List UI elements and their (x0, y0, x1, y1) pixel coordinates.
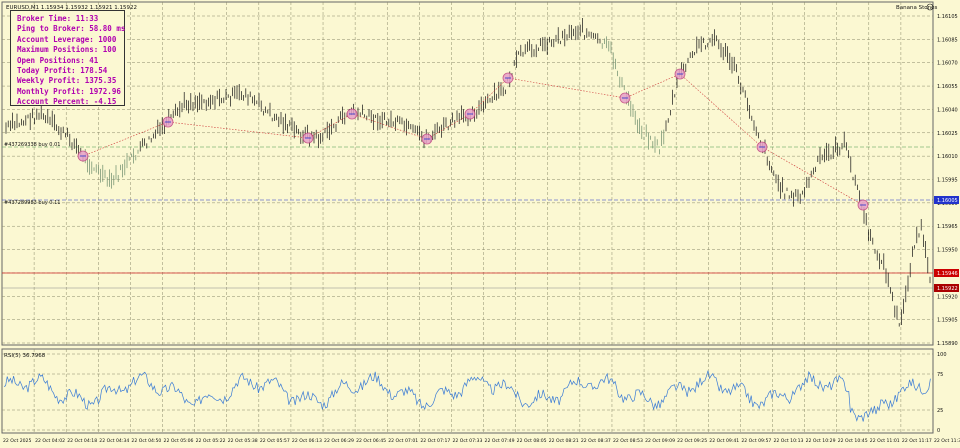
price-badge-current-label: 1.15922 (937, 286, 958, 292)
rsi-tick-label: 25 (937, 408, 943, 414)
rsi-line (3, 370, 931, 422)
info-weekly-profit: Weekly Profit: 1375.35 (17, 76, 117, 86)
time-tick-label: 22 Oct 09:25 (677, 438, 707, 444)
price-tick-label: 1.16105 (937, 14, 958, 20)
brand-label: Banana Stones (896, 5, 937, 11)
time-tick-label: 22 Oct 2025 (3, 438, 31, 444)
price-tick-label: 1.16055 (937, 84, 958, 90)
time-tick-label: 22 Oct 04:50 (131, 438, 161, 444)
time-tick-label: 22 Oct 06:45 (356, 438, 386, 444)
symbol-label: EURUSD,M1 1.15934 1.15932 1.15921 1.1592… (6, 5, 137, 11)
time-tick-label: 22 Oct 08:53 (613, 438, 643, 444)
time-tick-label: 22 Oct 04:34 (99, 438, 129, 444)
rsi-axis: 100 75 25 0 (937, 352, 947, 434)
time-tick-label: 22 Oct 05:57 (260, 438, 290, 444)
order-label-2[interactable]: #437289983 buy 0.11 (4, 200, 60, 206)
time-tick-label: 22 Oct 05:06 (164, 438, 194, 444)
rsi-tick-label: 100 (937, 352, 947, 358)
time-tick-label: 22 Oct 05:22 (196, 438, 226, 444)
time-tick-label: 22 Oct 06:29 (324, 438, 354, 444)
price-tick-label: 1.16085 (937, 37, 958, 43)
price-tick-label: 1.16025 (937, 131, 958, 137)
rsi-tick-label: 75 (937, 372, 943, 378)
time-tick-label: 22 Oct 07:01 (388, 438, 418, 444)
info-monthly-profit: Monthly Profit: 1972.96 (17, 86, 121, 96)
time-tick-label: 22 Oct 06:13 (292, 438, 322, 444)
rsi-label: RSI(5) 36.7968 (4, 353, 46, 359)
time-tick-label: 22 Oct 04:02 (35, 438, 65, 444)
time-tick-label: 22 Oct 08:21 (549, 438, 579, 444)
info-account-percent: Account Percent: -4.15 (17, 97, 117, 107)
price-axis: 1.16105 1.16085 1.16070 1.16055 1.16040 1.160… (937, 14, 958, 347)
price-tick-label: 1.15920 (937, 294, 958, 300)
price-tick-label: 1.15995 (937, 178, 958, 184)
time-tick-label: 22 Oct 07:33 (452, 438, 482, 444)
info-open-positions: Open Positions: 41 (17, 55, 99, 65)
time-tick-label: 22 Oct 11:01 (870, 438, 900, 444)
rsi-series (3, 370, 931, 422)
info-today-profit: Today Profit: 178.54 (17, 66, 108, 76)
time-tick-label: 22 Oct 05:38 (228, 438, 258, 444)
info-ping: Ping to Broker: 58.80 ms (17, 24, 126, 34)
price-badge-current (934, 284, 959, 292)
time-tick-label: 22 Oct 11:17 (902, 438, 932, 444)
account-info-panel: Broker Time: 11:33 Ping to Broker: 58.80… (10, 10, 125, 106)
price-tick-label: 1.16040 (937, 107, 958, 113)
order-label-1[interactable]: #437269338 buy 0.01 (4, 142, 60, 148)
time-tick-label: 22 Oct 10:29 (806, 438, 836, 444)
time-tick-label: 22 Oct 08:05 (517, 438, 547, 444)
price-tick-label: 1.15965 (937, 224, 958, 230)
rsi-panel-frame (1, 348, 934, 434)
time-tick-label: 22 Oct 10:45 (838, 438, 868, 444)
time-tick-label: 22 Oct 09:57 (741, 438, 771, 444)
time-tick-label: 22 Oct 08:37 (581, 438, 611, 444)
smiley-icon (926, 3, 934, 11)
time-tick-label: 22 Oct 04:18 (67, 438, 97, 444)
price-badge-red-label: 1.15946 (937, 271, 958, 277)
info-max-positions: Maximum Positions: 100 (17, 45, 117, 55)
price-tick-label: 1.16010 (937, 154, 958, 160)
price-badge-red (934, 269, 959, 277)
order-lines (2, 146, 933, 289)
time-tick-label: 22 Oct 09:41 (709, 438, 739, 444)
price-tick-label: 1.15950 (937, 248, 958, 254)
info-leverage: Account Leverage: 1000 (17, 34, 117, 44)
price-tick-label: 1.15905 (937, 318, 958, 324)
price-tick-label: 1.16070 (937, 61, 958, 67)
price-tick-label: 1.15890 (937, 341, 958, 347)
time-tick-label: 22 Oct 11:33 (934, 438, 960, 444)
time-tick-label: 22 Oct 07:49 (485, 438, 515, 444)
time-tick-label: 22 Oct 07:17 (420, 438, 450, 444)
price-badge-blue-label: 1.16005 (937, 198, 958, 204)
info-broker-time: Broker Time: 11:33 (17, 14, 99, 23)
time-axis: 22 Oct 2025 22 Oct 04:02 22 Oct 04:18 22 Oc… (3, 438, 960, 444)
price-badge-blue (934, 196, 959, 204)
time-tick-label: 22 Oct 09:09 (645, 438, 675, 444)
rsi-tick-label: 0 (937, 428, 940, 434)
main-chart-frame (1, 1, 934, 346)
time-tick-label: 22 Oct 10:13 (773, 438, 803, 444)
trade-path (77, 68, 869, 211)
